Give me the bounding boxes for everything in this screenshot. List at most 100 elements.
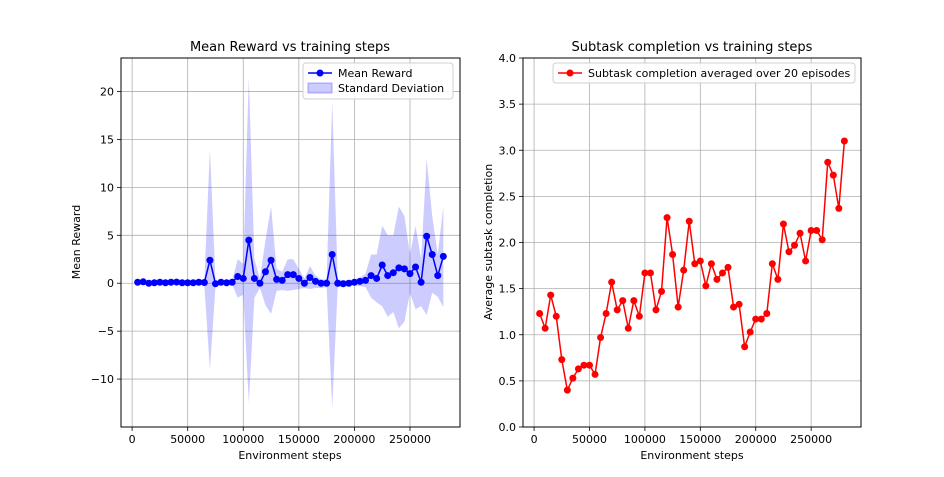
subtask-data-point: [658, 287, 666, 295]
subtask-data-point: [580, 361, 588, 369]
subtask-x-tick-label: 50000: [572, 433, 607, 446]
reward-data-point: [300, 279, 308, 287]
subtask-data-point: [802, 257, 810, 265]
reward-chart-title: Mean Reward vs training steps: [190, 40, 390, 55]
subtask-chart: Subtask completion vs training steps 0 50…: [482, 40, 862, 462]
reward-data-point: [417, 278, 425, 286]
subtask-data-point: [597, 334, 605, 342]
subtask-data-point: [563, 386, 571, 394]
reward-data-point: [323, 279, 331, 287]
subtask-data-point: [696, 257, 704, 265]
subtask-data-point: [691, 260, 699, 268]
subtask-y-tick-label: 2.0: [499, 237, 517, 250]
subtask-x-tick-label: 0: [531, 433, 538, 446]
reward-legend-box: [302, 62, 454, 100]
reward-legend-band-swatch: [307, 82, 333, 94]
subtask-data-point: [602, 310, 610, 318]
subtask-data-point: [685, 217, 693, 225]
subtask-data-point: [785, 248, 793, 256]
subtask-data-point: [569, 374, 577, 382]
subtask-data-point: [829, 171, 837, 179]
reward-data-point: [256, 279, 264, 287]
subtask-legend-label: Subtask completion averaged over 20 epis…: [588, 67, 851, 80]
reward-data-point: [267, 256, 275, 264]
reward-data-point: [278, 276, 286, 284]
reward-data-point: [184, 279, 192, 287]
reward-data-point: [384, 272, 392, 280]
reward-data-point: [295, 274, 303, 282]
reward-x-tick-label: 50000: [170, 433, 205, 446]
reward-data-point: [367, 272, 375, 280]
reward-x-tick-label: 100000: [222, 433, 264, 446]
subtask-data-point: [680, 266, 688, 274]
reward-data-point: [423, 232, 431, 240]
subtask-x-axis-label: Environment steps: [640, 449, 744, 462]
reward-data-point: [261, 268, 269, 276]
reward-data-point: [161, 279, 169, 287]
reward-data-point: [439, 252, 447, 260]
subtask-plot-frame: [522, 57, 862, 428]
reward-data-point: [328, 250, 336, 258]
reward-legend: Mean Reward Standard Deviation: [302, 62, 454, 100]
subtask-data-point: [774, 275, 782, 283]
reward-legend-label-std: Standard Deviation: [338, 82, 444, 95]
reward-legend-label-mean: Mean Reward: [338, 67, 412, 80]
subtask-x-tick-label: 200000: [735, 433, 777, 446]
subtask-data-point: [591, 370, 599, 378]
reward-data-point: [145, 279, 153, 287]
reward-data-point: [395, 264, 403, 272]
reward-data-point: [373, 274, 381, 282]
subtask-data-point: [547, 291, 555, 299]
reward-plot-frame: [120, 57, 461, 428]
reward-y-tick-label: 5: [107, 229, 114, 242]
reward-y-tick-label: 15: [100, 133, 114, 146]
subtask-y-tick-label: 3.5: [499, 98, 517, 111]
reward-data-point: [339, 280, 347, 288]
reward-data-point: [217, 278, 225, 286]
subtask-data-point: [818, 236, 826, 244]
reward-data-point: [189, 279, 197, 287]
reward-data-point: [167, 278, 175, 286]
subtask-x-tick-label: 100000: [624, 433, 666, 446]
reward-data-point: [250, 274, 258, 282]
subtask-data-point: [663, 214, 671, 222]
reward-data-point: [284, 271, 292, 279]
subtask-data-point: [741, 343, 749, 351]
subtask-legend: Subtask completion averaged over 20 epis…: [552, 62, 856, 84]
subtask-data-point: [791, 241, 799, 249]
subtask-data-point: [807, 227, 815, 235]
reward-data-point: [139, 278, 147, 286]
subtask-data-point: [746, 328, 754, 336]
subtask-data-point: [724, 263, 732, 271]
subtask-y-tick-label: 4.0: [499, 52, 517, 65]
subtask-y-tick-label: 1.5: [499, 283, 517, 296]
subtask-data-point: [713, 275, 721, 283]
reward-legend-marker-swatch: [316, 69, 324, 77]
reward-data-point: [345, 279, 353, 287]
subtask-x-tick-label: 150000: [679, 433, 721, 446]
subtask-y-tick-label: 0.5: [499, 375, 517, 388]
reward-data-point: [273, 275, 281, 283]
subtask-data-point: [541, 324, 549, 332]
subtask-legend-marker-swatch: [566, 69, 574, 77]
subtask-chart-title: Subtask completion vs training steps: [572, 40, 813, 55]
subtask-data-point: [824, 158, 832, 166]
subtask-data-point: [779, 220, 787, 228]
subtask-data-point: [669, 250, 677, 258]
subtask-y-tick-label: 2.5: [499, 190, 517, 203]
reward-data-point: [412, 263, 420, 271]
reward-data-point: [334, 279, 342, 287]
reward-data-point: [223, 279, 231, 287]
subtask-data-point: [630, 297, 638, 305]
subtask-y-tick-label: 0.0: [499, 421, 517, 434]
subtask-data-point: [768, 260, 776, 268]
reward-data-point: [239, 274, 247, 282]
reward-data-point: [378, 261, 386, 269]
reward-x-tick-label: 200000: [333, 433, 375, 446]
subtask-data-point: [813, 227, 821, 235]
subtask-data-point: [796, 229, 804, 237]
subtask-data-point: [840, 137, 848, 145]
reward-data-point: [306, 273, 314, 281]
subtask-data-point: [718, 269, 726, 277]
